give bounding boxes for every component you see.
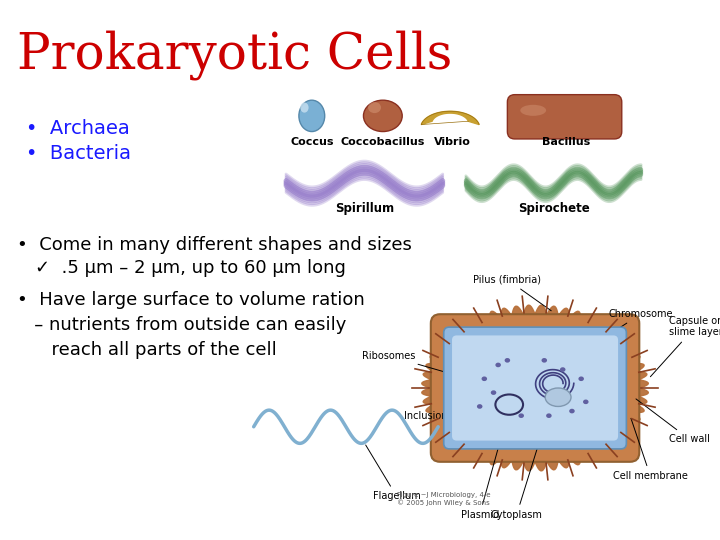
Ellipse shape <box>482 376 487 381</box>
Ellipse shape <box>545 388 571 407</box>
Text: •  Bacteria: • Bacteria <box>26 145 131 164</box>
Text: Inclusion: Inclusion <box>404 402 549 421</box>
Text: Ribosomes: Ribosomes <box>361 350 482 383</box>
Text: Cytoplasm: Cytoplasm <box>490 443 543 520</box>
FancyBboxPatch shape <box>431 314 639 462</box>
Polygon shape <box>421 111 479 125</box>
Text: Capsule or
slime layer: Capsule or slime layer <box>650 316 720 377</box>
Ellipse shape <box>583 400 588 404</box>
Text: ✓  .5 μm – 2 μm, up to 60 μm long: ✓ .5 μm – 2 μm, up to 60 μm long <box>35 259 346 277</box>
Ellipse shape <box>495 363 501 367</box>
Text: Cell wall: Cell wall <box>636 399 710 444</box>
Text: Chromosome: Chromosome <box>558 309 673 368</box>
Text: Spirochete: Spirochete <box>518 201 590 215</box>
Text: •  Come in many different shapes and sizes: • Come in many different shapes and size… <box>17 236 412 254</box>
Text: Flagellum: Flagellum <box>366 445 420 501</box>
Text: Coccus: Coccus <box>290 137 333 147</box>
Text: Vibrio: Vibrio <box>433 137 470 147</box>
Text: Bacillus: Bacillus <box>542 137 590 147</box>
FancyBboxPatch shape <box>508 94 622 139</box>
Text: Plasmid: Plasmid <box>461 411 508 520</box>
Ellipse shape <box>541 358 547 363</box>
Ellipse shape <box>505 358 510 363</box>
Ellipse shape <box>300 103 309 113</box>
Ellipse shape <box>368 102 381 113</box>
Ellipse shape <box>521 105 546 116</box>
Text: Coccobacillus: Coccobacillus <box>341 137 425 147</box>
Text: Prokaryotic Cells: Prokaryotic Cells <box>17 30 452 80</box>
Ellipse shape <box>570 409 575 414</box>
Text: Pilus (fimbria): Pilus (fimbria) <box>473 275 552 310</box>
Text: Figure ~J Microbiology, 4/e
© 2005 John Wiley & Sons: Figure ~J Microbiology, 4/e © 2005 John … <box>397 492 490 506</box>
Text: •  Archaea: • Archaea <box>26 119 130 138</box>
FancyBboxPatch shape <box>444 327 626 449</box>
Ellipse shape <box>518 414 524 418</box>
Ellipse shape <box>546 414 552 418</box>
Ellipse shape <box>364 100 402 132</box>
FancyBboxPatch shape <box>452 335 618 441</box>
Ellipse shape <box>491 390 496 395</box>
Polygon shape <box>422 305 648 471</box>
Ellipse shape <box>560 367 565 372</box>
Text: Cell membrane: Cell membrane <box>613 418 688 481</box>
Text: •  Have large surface to volume ration
   – nutrients from outside can easily
  : • Have large surface to volume ration – … <box>17 291 364 359</box>
Text: Spirillum: Spirillum <box>335 201 394 215</box>
Ellipse shape <box>578 376 584 381</box>
Ellipse shape <box>299 100 325 132</box>
Ellipse shape <box>477 404 482 409</box>
